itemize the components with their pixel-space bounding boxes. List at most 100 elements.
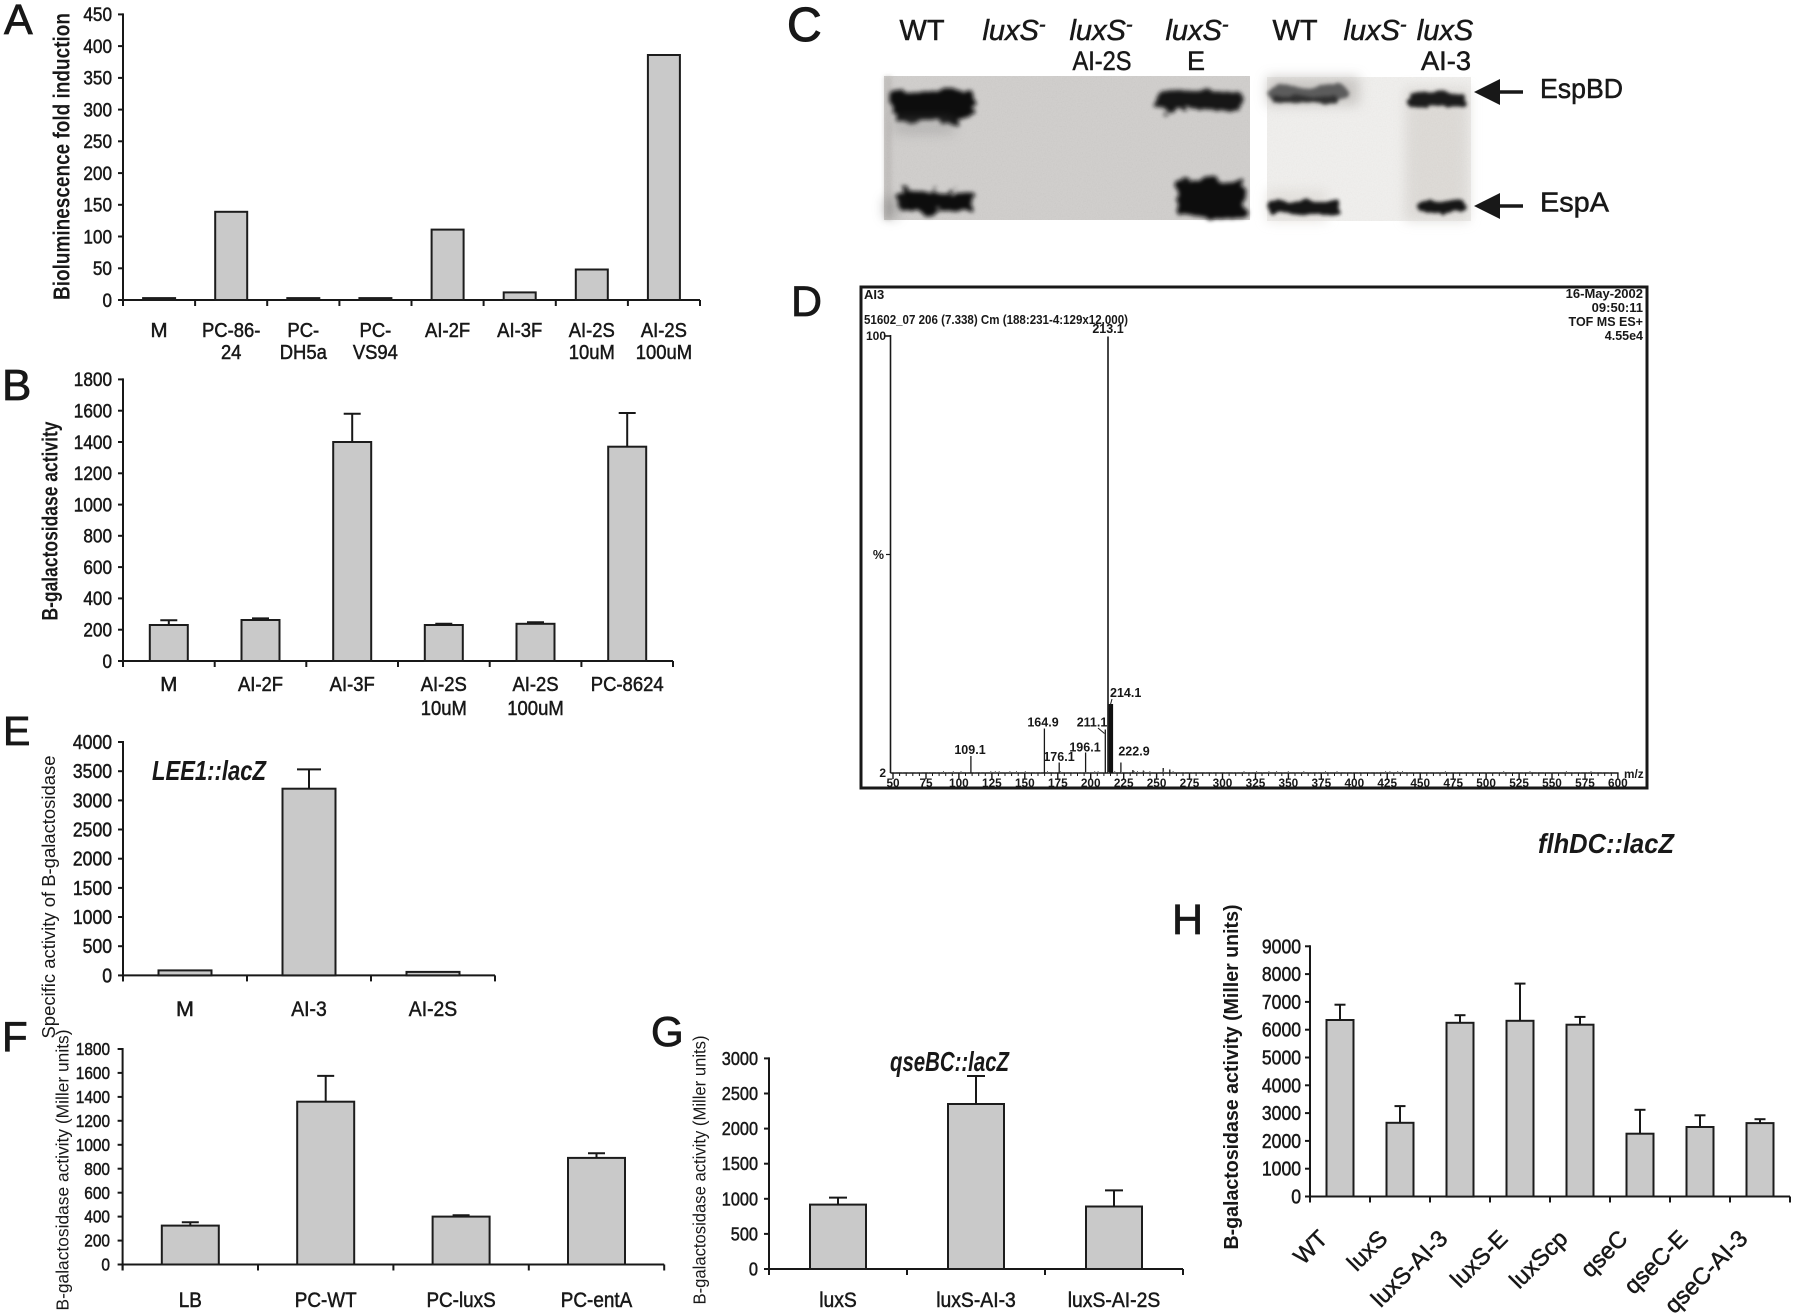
svg-text:B-galactosidase activity: B-galactosidase activity (38, 421, 63, 621)
svg-text:275: 275 (1180, 776, 1200, 790)
svg-text:250: 250 (1147, 776, 1167, 790)
svg-text:325: 325 (1246, 776, 1266, 790)
svg-text:LEE1::lacZ: LEE1::lacZ (152, 755, 267, 786)
svg-text:1800: 1800 (76, 1039, 110, 1059)
svg-text:Bioluminescence fold induction: Bioluminescence fold induction (49, 13, 75, 300)
svg-text:luxScp: luxScp (1504, 1225, 1572, 1293)
svg-text:150: 150 (1015, 776, 1035, 790)
svg-text:flhDC::lacZ: flhDC::lacZ (1538, 828, 1675, 859)
svg-text:luxS-: luxS- (1165, 14, 1228, 47)
svg-text:WT: WT (1272, 15, 1317, 47)
svg-text:AI-3F: AI-3F (497, 319, 542, 342)
svg-text:200: 200 (84, 1231, 110, 1251)
svg-text:575: 575 (1575, 776, 1595, 790)
svg-text:350: 350 (1279, 776, 1299, 790)
svg-text:0: 0 (103, 290, 113, 312)
svg-text:500: 500 (83, 936, 112, 958)
svg-text:500: 500 (731, 1223, 758, 1244)
svg-text:Specific activity of B-galacto: Specific activity of B-galactosidase (38, 756, 59, 1039)
svg-text:AI-2S: AI-2S (512, 673, 558, 696)
svg-text:16-May-2002: 16-May-2002 (1566, 286, 1643, 301)
svg-text:450: 450 (1410, 776, 1430, 790)
svg-text:550: 550 (1542, 776, 1562, 790)
svg-text:50: 50 (886, 776, 900, 790)
svg-text:AI-3F: AI-3F (330, 673, 375, 696)
svg-text:0: 0 (102, 965, 112, 987)
svg-text:B-galactosidase activity (Mill: B-galactosidase activity (Miller units) (53, 1030, 73, 1311)
svg-text:300: 300 (83, 99, 112, 121)
svg-text:1800: 1800 (74, 369, 112, 391)
svg-text:225: 225 (1114, 776, 1134, 790)
svg-text:450: 450 (83, 4, 112, 26)
svg-text:AI-2S: AI-2S (641, 319, 687, 342)
svg-text:1500: 1500 (722, 1153, 758, 1174)
svg-text:TOF MS ES+: TOF MS ES+ (1569, 315, 1643, 329)
svg-text:EspBD: EspBD (1540, 73, 1623, 104)
svg-text:600: 600 (83, 557, 112, 579)
svg-text:475: 475 (1443, 776, 1463, 790)
svg-text:24: 24 (221, 341, 242, 364)
svg-text:1400: 1400 (74, 432, 112, 454)
svg-text:PC-entA: PC-entA (561, 1289, 632, 1312)
svg-text:B-galactosidase activity (Mill: B-galactosidase activity (Miller units) (1221, 905, 1243, 1250)
svg-text:AI-2S: AI-2S (569, 319, 615, 342)
svg-text:luxS-: luxS- (982, 14, 1045, 47)
svg-text:1000: 1000 (74, 494, 112, 516)
svg-text:10uM: 10uM (421, 697, 467, 720)
svg-text:AI-2S: AI-2S (421, 673, 467, 696)
svg-text:125: 125 (982, 776, 1002, 790)
svg-text:0: 0 (103, 651, 113, 673)
svg-text:4.55e4: 4.55e4 (1605, 329, 1643, 343)
svg-text:qseC: qseC (1575, 1225, 1632, 1282)
svg-text:300: 300 (1213, 776, 1233, 790)
svg-text:AI-2S: AI-2S (409, 997, 457, 1021)
svg-text:10uM: 10uM (569, 341, 615, 364)
svg-text:luxS: luxS (1417, 15, 1474, 47)
svg-text:G: G (651, 1008, 684, 1055)
svg-text:1000: 1000 (76, 1135, 110, 1155)
svg-text:D: D (791, 278, 822, 326)
svg-text:4000: 4000 (1262, 1075, 1301, 1097)
svg-text:2500: 2500 (722, 1083, 758, 1104)
svg-text:luxS-: luxS- (1069, 14, 1132, 47)
svg-text:100uM: 100uM (636, 341, 692, 364)
svg-text:0: 0 (749, 1259, 758, 1280)
svg-text:AI3: AI3 (864, 287, 884, 302)
svg-text:PC-: PC- (287, 319, 319, 342)
svg-text:2500: 2500 (73, 820, 112, 842)
svg-text:1600: 1600 (76, 1063, 110, 1083)
svg-text:AI-3: AI-3 (1421, 46, 1471, 76)
svg-text:PC-luxS: PC-luxS (426, 1289, 495, 1312)
svg-text:222.9: 222.9 (1118, 745, 1149, 759)
svg-text:DH5a: DH5a (280, 341, 328, 364)
svg-text:375: 375 (1311, 776, 1331, 790)
svg-text:AI-3: AI-3 (291, 997, 327, 1021)
svg-text:luxS: luxS (1342, 1225, 1393, 1276)
svg-text:luxS: luxS (819, 1288, 857, 1312)
svg-text:1600: 1600 (74, 401, 112, 423)
svg-text:AI-2F: AI-2F (238, 673, 283, 696)
svg-text:M: M (160, 673, 177, 696)
svg-text:211.1: 211.1 (1077, 716, 1108, 730)
svg-text:50: 50 (93, 258, 112, 280)
svg-text:F: F (2, 1013, 28, 1060)
svg-text:6000: 6000 (1262, 1020, 1301, 1042)
svg-text:250: 250 (83, 131, 112, 153)
svg-text:51602_07 206 (7.338) Cm (188:2: 51602_07 206 (7.338) Cm (188:231-4:129x1… (864, 313, 1128, 327)
svg-text:%: % (873, 548, 884, 562)
svg-text:M: M (151, 319, 168, 342)
svg-text:H: H (1172, 896, 1203, 944)
svg-text:214.1: 214.1 (1110, 686, 1141, 700)
svg-text:350: 350 (83, 68, 112, 90)
svg-text:109.1: 109.1 (954, 743, 985, 757)
svg-text:196.1: 196.1 (1069, 741, 1100, 755)
svg-text:600: 600 (1608, 776, 1628, 790)
svg-text:3000: 3000 (73, 790, 112, 812)
svg-text:1400: 1400 (76, 1087, 110, 1107)
svg-text:400: 400 (1344, 776, 1364, 790)
svg-text:WT: WT (899, 15, 944, 47)
svg-text:M: M (176, 997, 194, 1021)
svg-text:175: 175 (1048, 776, 1068, 790)
svg-text:C: C (787, 0, 822, 52)
svg-text:100: 100 (949, 776, 969, 790)
